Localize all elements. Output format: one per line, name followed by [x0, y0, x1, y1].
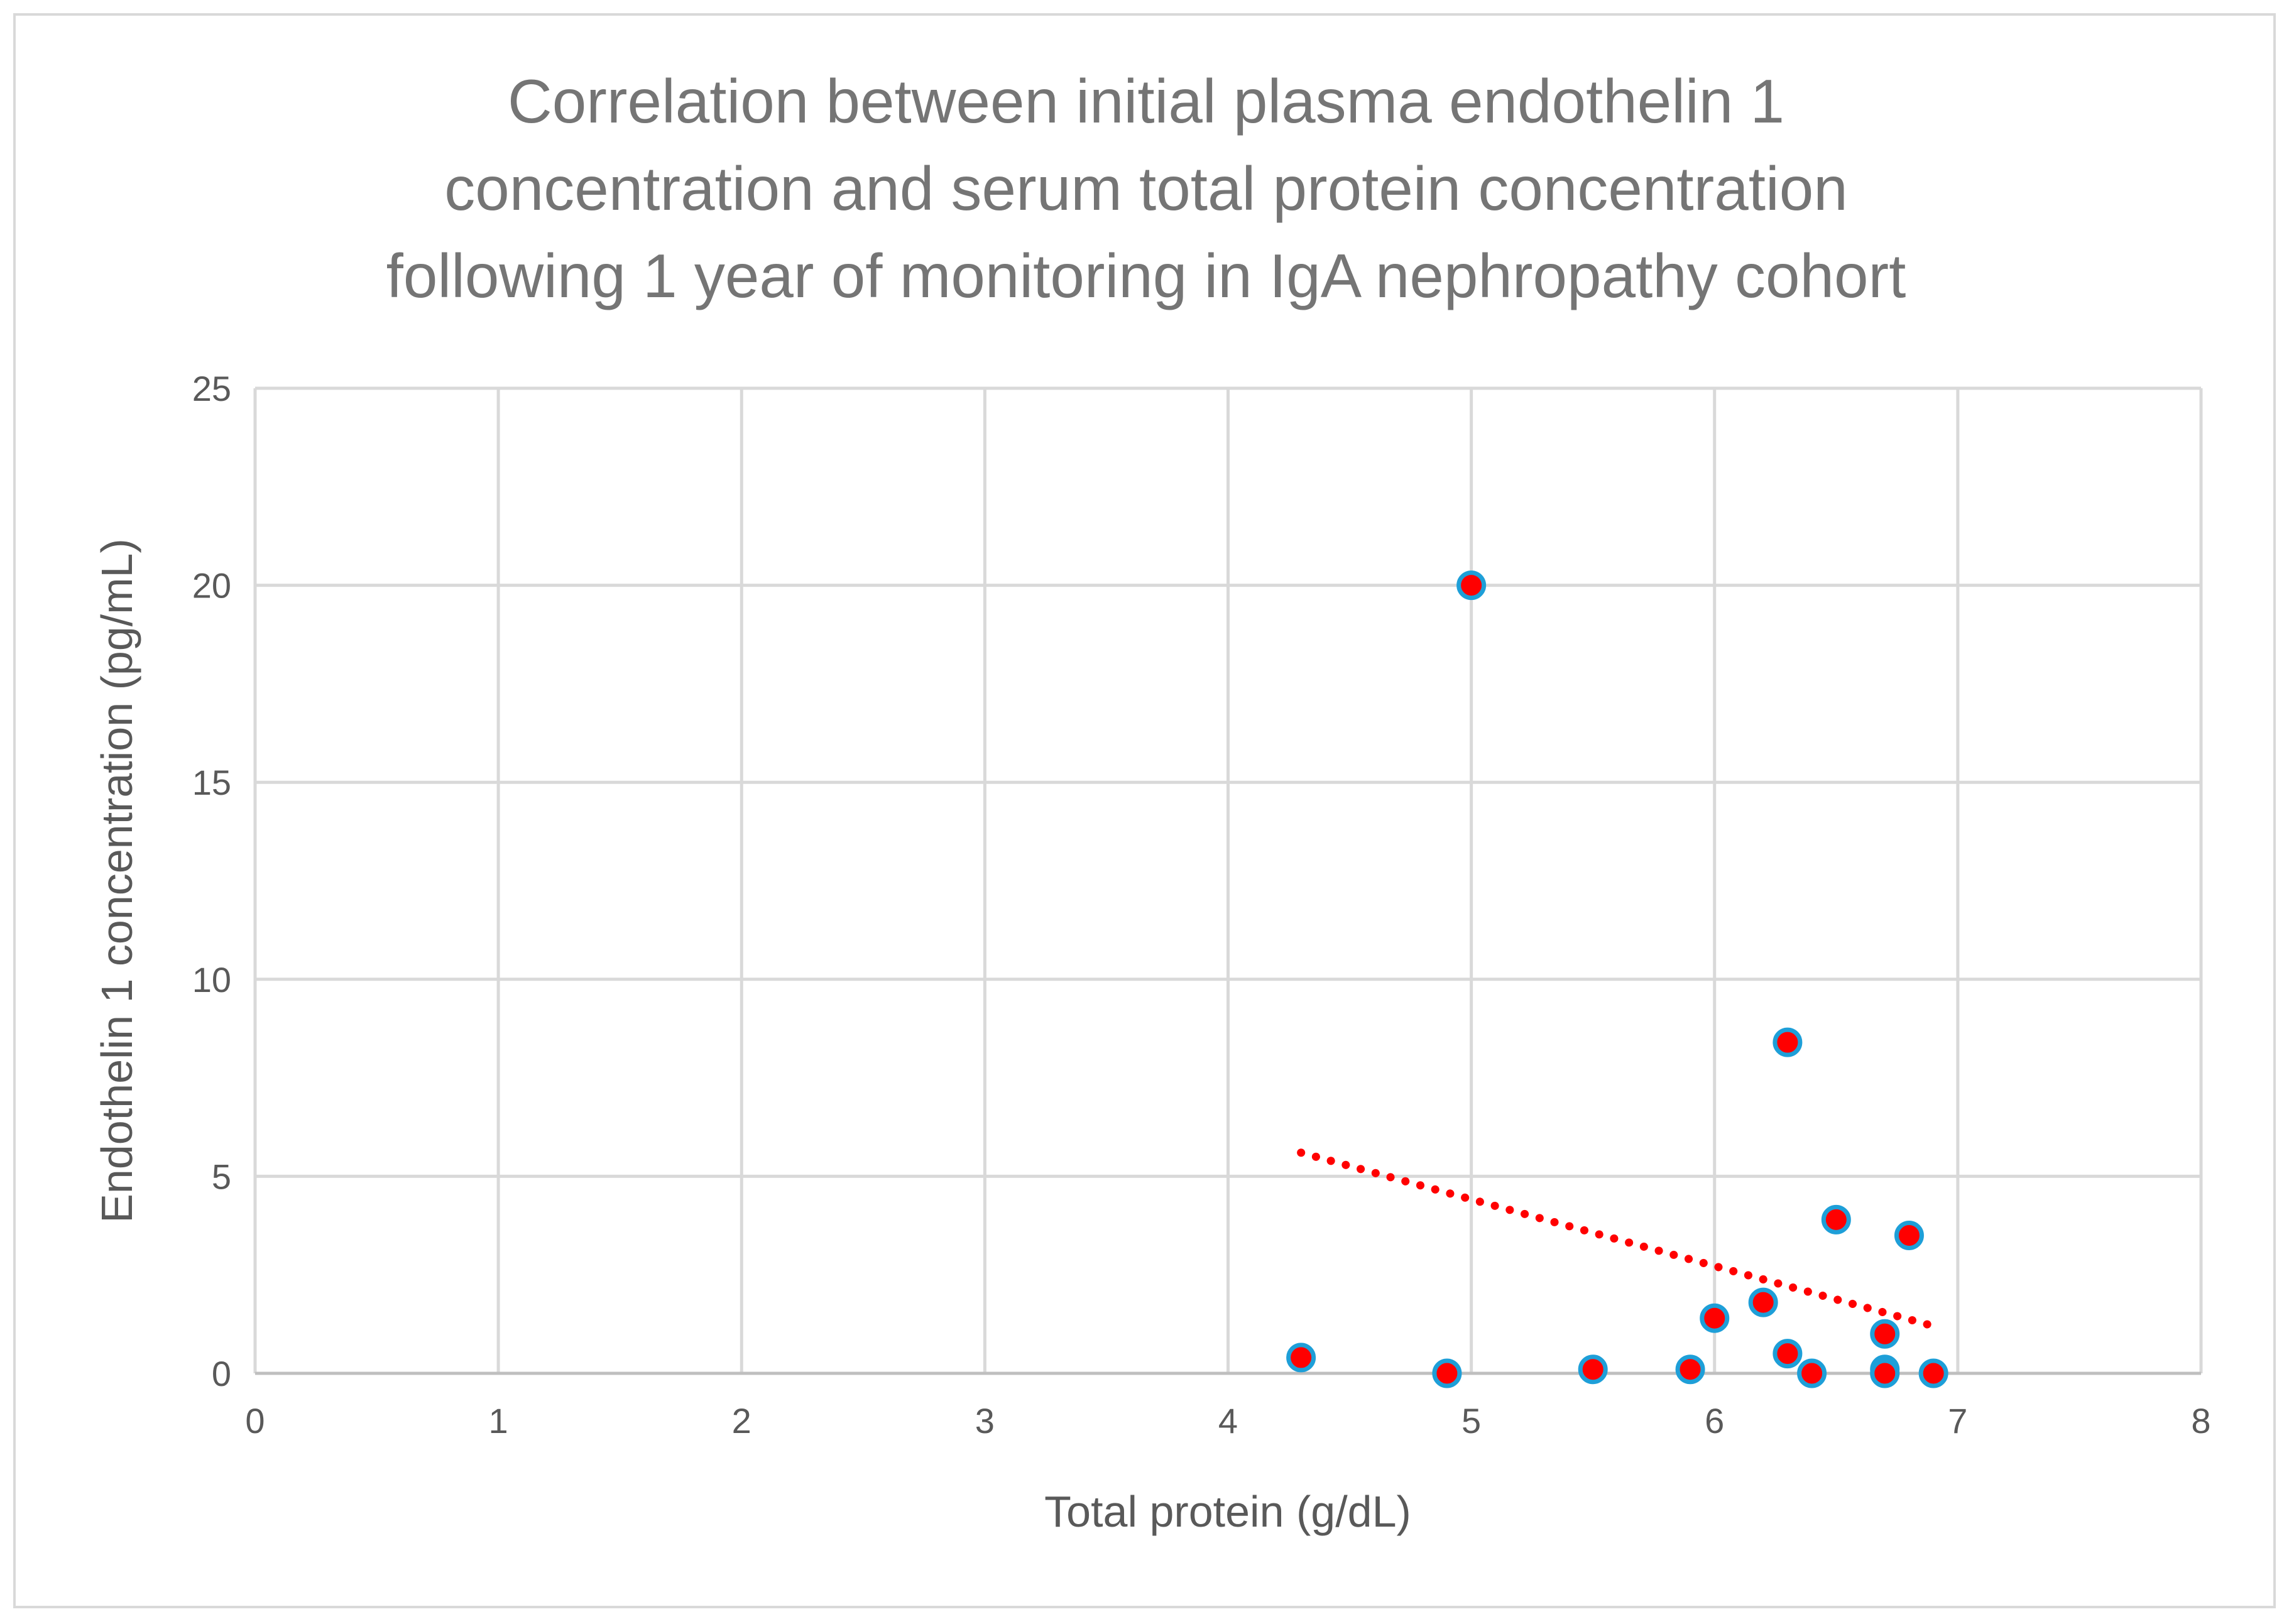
chart-border: [13, 13, 2276, 1608]
data-point: [1675, 1354, 1705, 1385]
x-tick-label: 8: [2191, 1401, 2210, 1441]
data-point: [1773, 1027, 1803, 1057]
data-point: [1456, 570, 1487, 601]
data-point: [1797, 1358, 1827, 1388]
data-point: [1870, 1358, 1900, 1388]
chart-title-line-1: Correlation between initial plasma endot…: [508, 67, 1784, 136]
chart-title-line-2: concentration and serum total protein co…: [444, 154, 1848, 223]
data-point: [1821, 1204, 1851, 1234]
y-tick-label: 10: [192, 960, 231, 1000]
chart-title-line-3: following 1 year of monitoring in IgA ne…: [386, 241, 1906, 310]
trendline: [1297, 1148, 1938, 1331]
x-axis-title: Total protein (g/dL): [1044, 1487, 1411, 1536]
trendline-line: [1297, 1148, 1938, 1331]
y-tick-label: 5: [212, 1157, 231, 1196]
data-point: [1578, 1354, 1608, 1385]
y-axis-title: Endothelin 1 concentration (pg/mL): [92, 538, 141, 1223]
data-point: [1918, 1358, 1948, 1388]
data-point: [1894, 1220, 1924, 1250]
tick-labels: 0 1 2 3 4 5 6 7 8 0 5 10 15 20 25: [192, 369, 2211, 1441]
data-point: [1432, 1358, 1462, 1388]
x-tick-label: 0: [245, 1401, 265, 1441]
data-point: [1870, 1319, 1900, 1349]
data-point: [1748, 1287, 1778, 1317]
data-points: [1286, 570, 1948, 1388]
y-tick-label: 25: [192, 369, 231, 408]
x-tick-label: 3: [975, 1401, 995, 1441]
x-tick-label: 6: [1705, 1401, 1724, 1441]
x-tick-label: 1: [489, 1401, 508, 1441]
x-tick-label: 7: [1948, 1401, 1967, 1441]
x-tick-label: 4: [1218, 1401, 1238, 1441]
y-tick-label: 20: [192, 566, 231, 606]
x-tick-label: 2: [732, 1401, 751, 1441]
gridlines: [253, 386, 2203, 1375]
y-tick-label: 15: [192, 763, 231, 802]
y-tick-label: 0: [212, 1354, 231, 1393]
data-point: [1286, 1343, 1316, 1373]
x-tick-label: 5: [1461, 1401, 1481, 1441]
data-point: [1773, 1339, 1803, 1369]
data-point: [1700, 1303, 1730, 1333]
